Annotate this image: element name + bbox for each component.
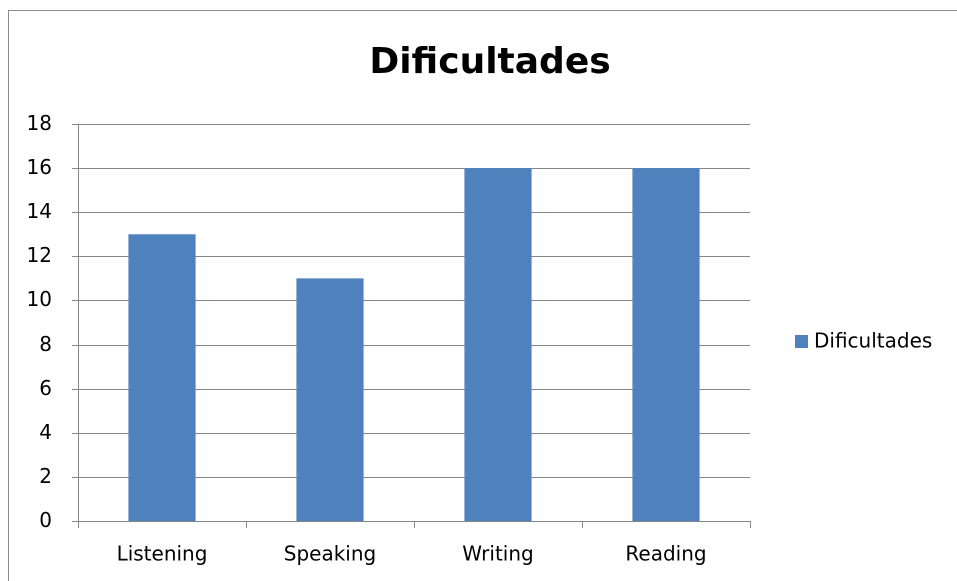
- y-tick-label: 8: [39, 332, 52, 356]
- bar: [128, 234, 196, 521]
- x-tick-label: Reading: [625, 542, 706, 566]
- y-tick-label: 14: [27, 199, 52, 223]
- bar: [464, 168, 532, 521]
- y-tick-label: 4: [39, 420, 52, 444]
- x-tick-label: Speaking: [284, 542, 376, 566]
- y-tick-label: 12: [27, 243, 52, 267]
- legend-swatch: [795, 335, 808, 348]
- y-tick-label: 2: [39, 464, 52, 488]
- bar: [632, 168, 700, 521]
- legend-label: Dificultades: [814, 329, 932, 353]
- x-tick-label: Writing: [462, 542, 533, 566]
- y-tick-label: 18: [27, 111, 52, 135]
- y-tick-label: 0: [39, 508, 52, 532]
- x-tick-label: Listening: [117, 542, 208, 566]
- bar: [296, 278, 364, 521]
- y-tick-label: 10: [27, 287, 52, 311]
- chart-title: Dificultades: [369, 41, 610, 82]
- y-tick-label: 16: [27, 155, 52, 179]
- y-tick-label: 6: [39, 376, 52, 400]
